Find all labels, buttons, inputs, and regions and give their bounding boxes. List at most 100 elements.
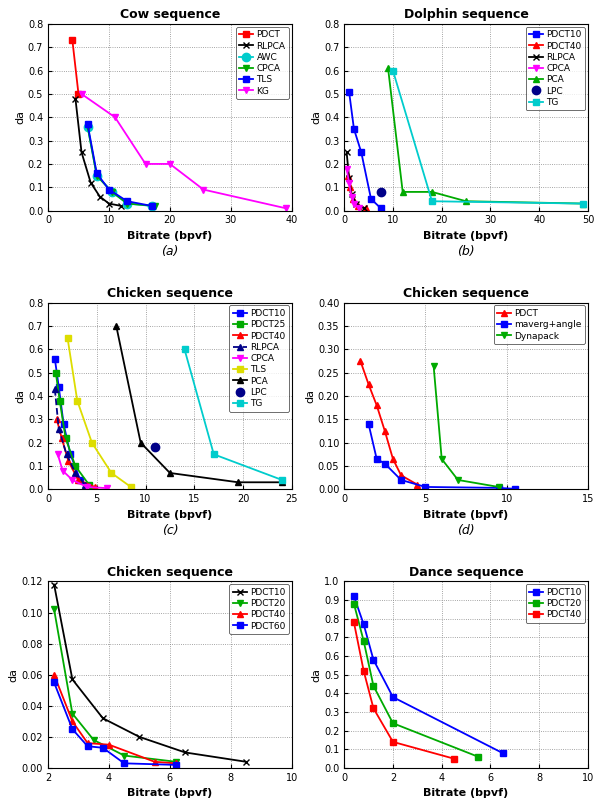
PDCT xyxy=(365,379,372,389)
Y-axis label: da: da xyxy=(9,668,19,682)
CPCA xyxy=(355,203,362,213)
PDCT20 xyxy=(360,636,367,646)
PDCT60 xyxy=(172,760,179,770)
Y-axis label: da: da xyxy=(311,668,321,682)
Line: PCA: PCA xyxy=(113,322,286,486)
X-axis label: Bitrate (bpvf): Bitrate (bpvf) xyxy=(127,789,212,798)
PDCT25 xyxy=(52,368,59,378)
TLS xyxy=(148,201,155,210)
CPCA xyxy=(348,192,355,202)
PDCT60 xyxy=(84,742,91,751)
CPCA xyxy=(93,170,100,180)
PCA xyxy=(235,478,242,487)
PDCT40 xyxy=(349,194,356,204)
CPCA xyxy=(103,483,110,493)
Line: RLPCA: RLPCA xyxy=(343,149,367,212)
PDCT40 xyxy=(65,457,72,466)
Line: PDCT20: PDCT20 xyxy=(50,606,179,766)
Dynapack xyxy=(438,454,445,464)
TLS xyxy=(64,333,71,342)
RLPCA xyxy=(63,450,70,459)
KG xyxy=(200,185,207,194)
PCA xyxy=(113,322,120,331)
maverg+angle xyxy=(365,419,372,429)
maverg+angle xyxy=(495,483,502,493)
PDCT xyxy=(373,401,380,410)
KG xyxy=(78,89,85,98)
PDCT10 xyxy=(358,147,365,157)
PDCT xyxy=(381,426,388,436)
TG xyxy=(210,450,217,459)
RLPCA xyxy=(87,178,94,187)
PDCT60 xyxy=(121,758,128,768)
Line: TLS: TLS xyxy=(84,121,155,210)
KG xyxy=(142,159,149,169)
Y-axis label: da: da xyxy=(311,110,321,124)
Y-axis label: da: da xyxy=(15,110,25,124)
KG xyxy=(166,159,173,169)
PDCT40 xyxy=(53,414,61,424)
PDCT xyxy=(414,480,421,490)
PDCT40 xyxy=(91,482,98,492)
PDCT40 xyxy=(346,182,353,192)
PCA xyxy=(428,187,436,197)
PDCT40 xyxy=(172,758,179,768)
PDCT10 xyxy=(370,655,377,665)
TG xyxy=(428,197,436,206)
TLS xyxy=(88,438,95,447)
KG xyxy=(282,203,289,213)
RLPCA xyxy=(78,147,85,157)
Text: (d): (d) xyxy=(457,524,475,537)
Legend: PDCT10, PDCT25, PDCT40, RLPCA, CPCA, TLS, PCA, LPC, TG: PDCT10, PDCT25, PDCT40, RLPCA, CPCA, TLS… xyxy=(229,306,289,412)
AWC xyxy=(93,170,100,180)
PDCT40 xyxy=(50,670,58,679)
X-axis label: Bitrate (bpvf): Bitrate (bpvf) xyxy=(424,789,509,798)
PDCT40 xyxy=(69,717,76,726)
PDCT20 xyxy=(121,750,128,760)
TLS xyxy=(74,396,81,406)
Title: Chicken sequence: Chicken sequence xyxy=(107,566,233,579)
maverg+angle xyxy=(373,454,380,464)
Text: (c): (c) xyxy=(161,524,178,537)
Dynapack xyxy=(454,475,461,485)
Line: PDCT10: PDCT10 xyxy=(346,88,384,212)
Line: PDCT: PDCT xyxy=(357,358,421,488)
CPCA xyxy=(54,450,61,459)
PDCT10 xyxy=(55,382,62,391)
CPCA xyxy=(343,164,350,174)
PCA xyxy=(137,438,144,447)
Line: PDCT10: PDCT10 xyxy=(52,355,83,483)
Dynapack xyxy=(495,482,502,492)
RLPCA xyxy=(348,190,355,199)
PDCT40 xyxy=(350,618,358,627)
PDCT40 xyxy=(389,737,397,746)
Line: TG: TG xyxy=(181,346,286,483)
Line: PDCT: PDCT xyxy=(69,37,82,98)
PDCT10 xyxy=(50,580,58,590)
Line: TG: TG xyxy=(389,67,587,207)
CPCA xyxy=(69,475,76,485)
AWC xyxy=(124,198,131,208)
PDCT10 xyxy=(51,354,58,363)
Dynapack xyxy=(430,361,437,370)
PDCT20 xyxy=(370,681,377,690)
PDCT40 xyxy=(370,703,377,713)
X-axis label: Bitrate (bpvf): Bitrate (bpvf) xyxy=(424,510,509,520)
PDCT40 xyxy=(360,666,367,676)
PDCT xyxy=(75,89,82,98)
PDCT20 xyxy=(69,709,76,718)
PCA xyxy=(399,187,406,197)
PDCT40 xyxy=(344,170,352,180)
PDCT10 xyxy=(389,692,397,702)
Legend: PDCT10, PDCT20, PDCT40, PDCT60: PDCT10, PDCT20, PDCT40, PDCT60 xyxy=(229,584,289,634)
maverg+angle xyxy=(397,475,404,485)
PDCT20 xyxy=(389,718,397,728)
PDCT10 xyxy=(182,748,189,758)
PDCT10 xyxy=(77,475,84,485)
Line: PDCT40: PDCT40 xyxy=(50,671,179,767)
Title: Dance sequence: Dance sequence xyxy=(409,566,523,579)
Title: Chicken sequence: Chicken sequence xyxy=(403,287,529,300)
PDCT10 xyxy=(350,591,358,601)
PDCT10 xyxy=(136,732,143,742)
PCA xyxy=(463,197,470,206)
